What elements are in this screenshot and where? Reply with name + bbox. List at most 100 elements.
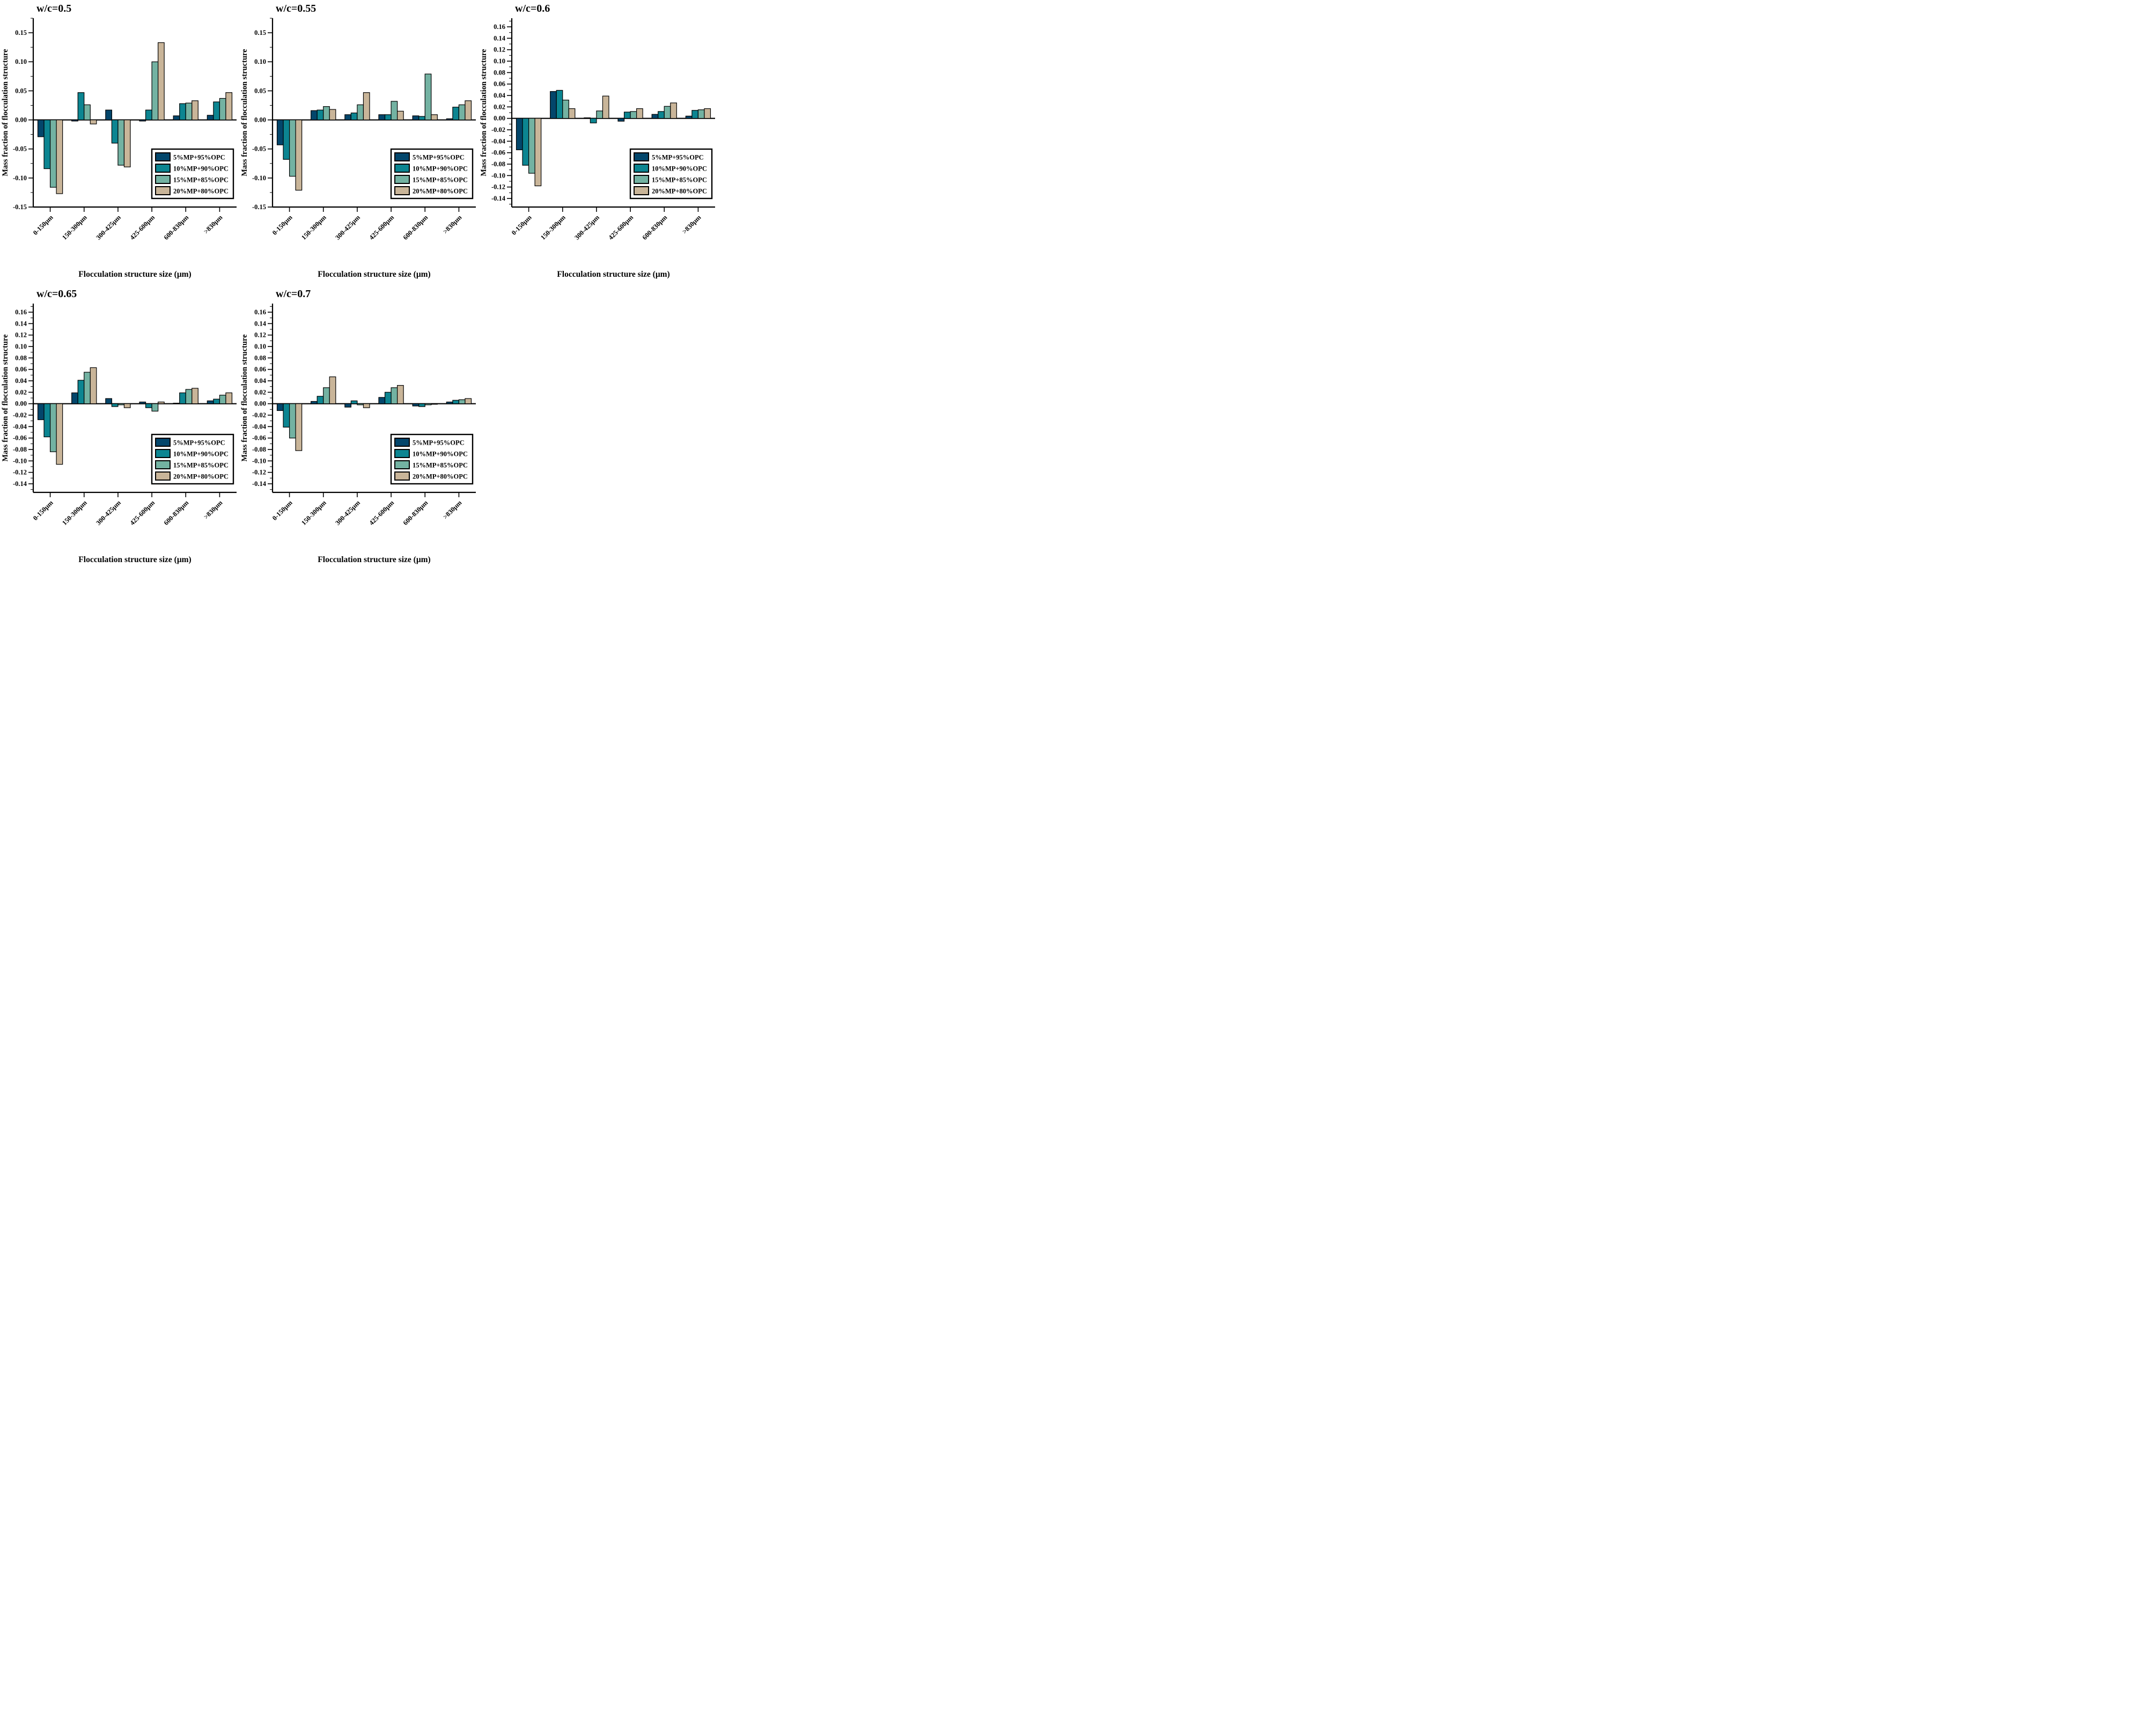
bar [522, 118, 529, 166]
y-tick-label: 0.12 [15, 331, 27, 339]
bar [295, 119, 303, 191]
bar [584, 117, 591, 119]
y-tick-label: -0.10 [252, 174, 266, 182]
legend-label: 15%MP+85%OPC [173, 176, 229, 184]
legend-swatch [155, 152, 171, 161]
y-tick-label: 0.06 [254, 366, 266, 373]
bar [317, 109, 324, 121]
bar [111, 119, 119, 144]
x-tick-label: 600-830μm [402, 213, 430, 241]
x-tick-label: 150-300μm [300, 499, 328, 527]
bar [192, 100, 198, 121]
legend-label: 15%MP+85%OPC [413, 176, 468, 184]
bar [139, 401, 146, 404]
bar [562, 99, 569, 119]
x-axis-label: Flocculation structure size (μm) [78, 555, 191, 564]
bar [378, 114, 386, 121]
bar [49, 119, 57, 188]
x-tick-label: 150-300μm [539, 213, 567, 241]
bar [56, 119, 63, 194]
y-tick-label: 0.00 [15, 116, 27, 124]
legend-label: 20%MP+80%OPC [173, 473, 229, 481]
y-tick-label: 0.16 [254, 308, 266, 316]
x-tick-label: 425-600μm [128, 213, 156, 241]
x-tick-label: 600-830μm [163, 213, 190, 241]
x-axis-label: Flocculation structure size (μm) [318, 270, 430, 279]
y-tick-label: -0.08 [491, 160, 505, 168]
x-tick-label: 600-830μm [641, 213, 669, 241]
x-tick-label: 0-150μm [271, 213, 294, 237]
bar [534, 118, 542, 187]
legend-label: 5%MP+95%OPC [413, 439, 465, 447]
legend-label: 20%MP+80%OPC [413, 188, 468, 195]
chart-wc-0-5: w/c=0.5 Mass fraction of flocculation str… [0, 0, 239, 285]
y-axis-label: Mass fraction of flocculation structure [480, 49, 488, 176]
bar [658, 111, 665, 119]
legend-swatch [155, 186, 171, 195]
y-tick-label: -0.02 [491, 126, 505, 134]
chart-svg-wc-0-55: w/c=0.55 Mass fraction of flocculation st… [240, 3, 476, 279]
bar [185, 102, 193, 121]
x-tick-label: 425-600μm [128, 499, 156, 527]
bar [145, 109, 152, 121]
bar [323, 106, 330, 121]
y-tick-label: 0.14 [15, 320, 27, 327]
chart-svg-wc-0-6: w/c=0.6 Mass fraction of flocculation str… [480, 3, 715, 279]
bar [219, 98, 226, 121]
bar [378, 397, 386, 404]
y-tick-label: 0.02 [494, 103, 505, 110]
bar [283, 403, 290, 428]
y-tick-label: 0.15 [15, 29, 27, 36]
x-tick-label: 150-300μm [61, 499, 89, 527]
bar [219, 395, 226, 404]
chart-wc-0-6: w/c=0.6 Mass fraction of flocculation str… [479, 0, 718, 285]
chart-wc-0-65: w/c=0.65 Mass fraction of flocculation st… [0, 285, 239, 571]
x-axis-label: Flocculation structure size (μm) [318, 555, 430, 564]
y-tick-label: -0.12 [491, 183, 505, 191]
bar [568, 108, 576, 119]
bar [105, 109, 112, 121]
bar [418, 403, 425, 407]
bar [412, 115, 420, 121]
y-tick-label: 0.10 [15, 58, 27, 65]
chart-title: w/c=0.5 [36, 3, 71, 14]
y-tick-label: 0.14 [254, 320, 267, 327]
y-tick-label: -0.04 [252, 423, 267, 430]
legend-swatch [155, 460, 171, 469]
y-tick-label: 0.00 [254, 400, 266, 408]
bar [412, 403, 420, 407]
y-tick-label: 0.10 [254, 343, 266, 350]
bar [225, 392, 233, 404]
legend-swatch [634, 152, 649, 161]
y-tick-label: -0.08 [252, 446, 266, 453]
bar [192, 388, 198, 404]
bar [384, 392, 392, 404]
bar [283, 119, 290, 160]
y-tick-label: 0.02 [15, 388, 27, 396]
y-tick-label: 0.00 [15, 400, 27, 408]
bar [145, 403, 152, 408]
y-tick-label: 0.14 [494, 34, 506, 42]
y-tick-label: -0.06 [13, 434, 27, 442]
bar [516, 118, 523, 150]
bar [158, 42, 165, 121]
bar [225, 92, 233, 121]
y-axis-label: Mass fraction of flocculation structure [1, 49, 10, 176]
bar [697, 109, 705, 119]
bar [295, 403, 303, 451]
legend-swatch [394, 449, 410, 458]
legend-swatch [155, 175, 171, 184]
legend-swatch [394, 460, 410, 469]
legend-label: 10%MP+90%OPC [173, 165, 229, 173]
legend-label: 20%MP+80%OPC [413, 473, 468, 481]
y-tick-label: 0.16 [15, 308, 27, 316]
legend-swatch [155, 449, 171, 458]
x-tick-label: >830μm [202, 499, 224, 521]
bar [596, 110, 604, 119]
x-tick-label: 300-425μm [94, 499, 122, 527]
bar [179, 103, 186, 121]
x-tick-label: >830μm [202, 213, 224, 235]
bar [37, 119, 45, 137]
bar [71, 119, 78, 122]
legend-label: 5%MP+95%OPC [173, 439, 225, 447]
